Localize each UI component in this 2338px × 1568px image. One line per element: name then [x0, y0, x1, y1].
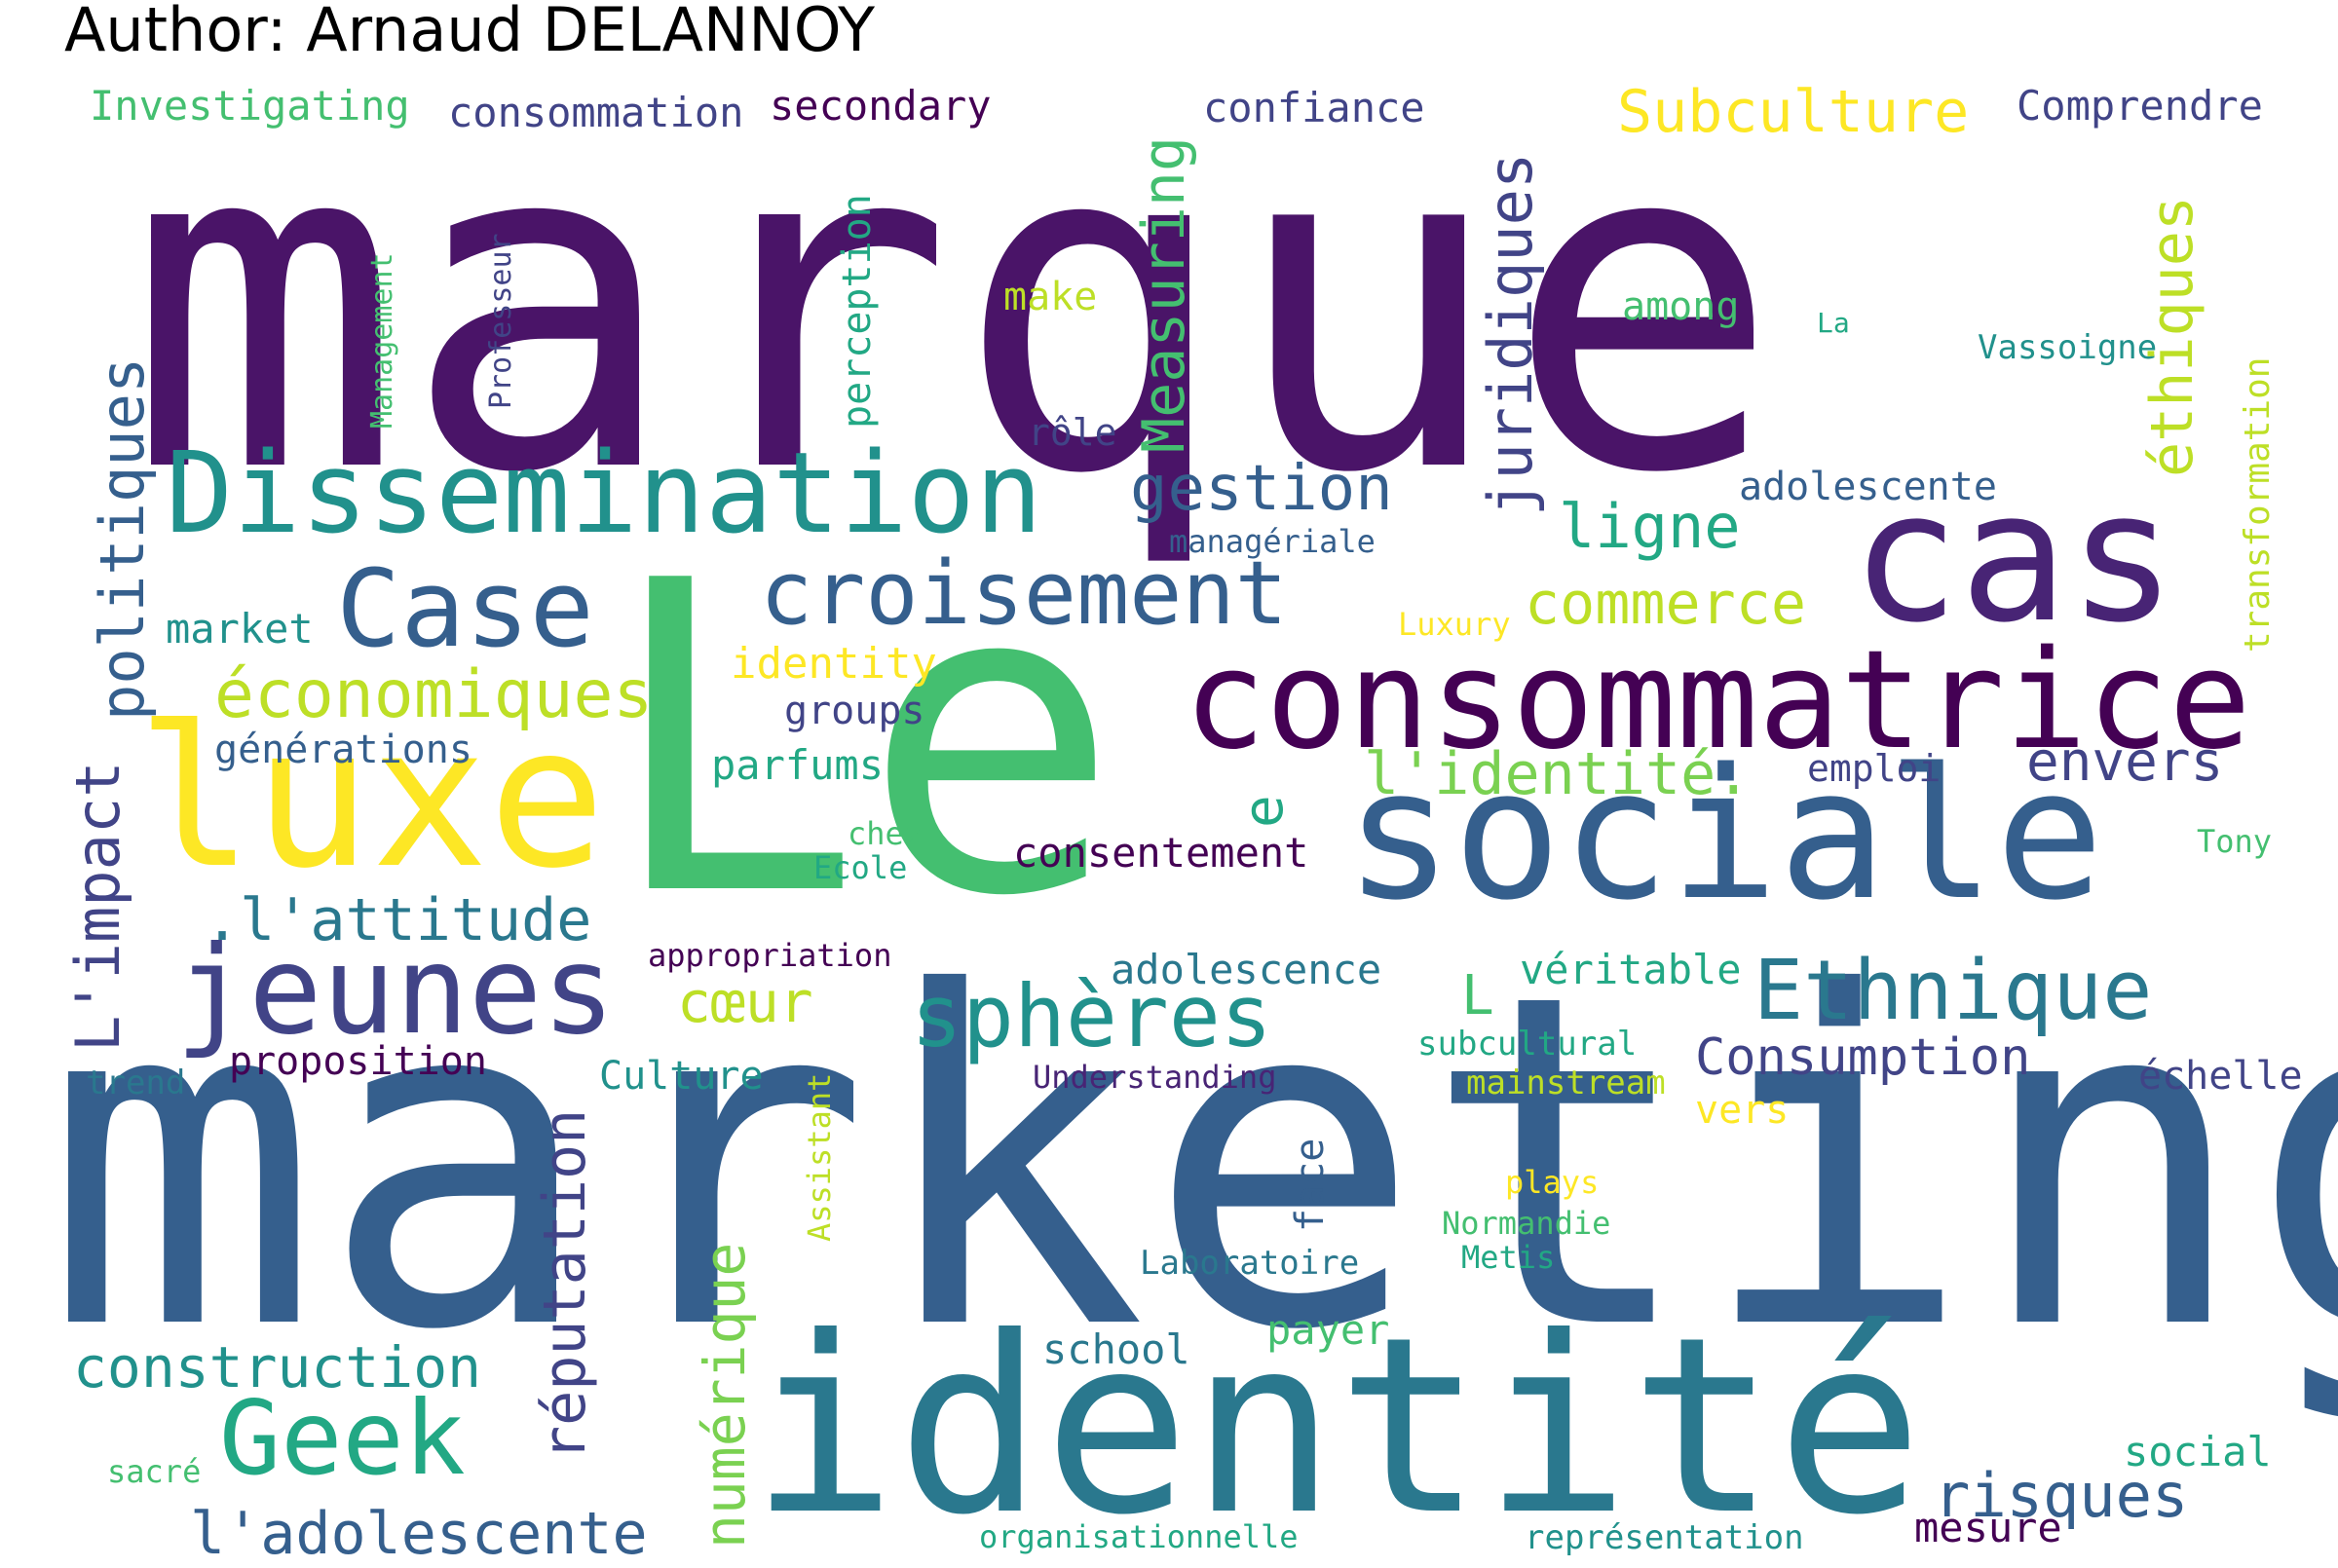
word-coeur: cœur	[677, 969, 813, 1035]
word-laboratoire: Laboratoire	[1140, 1244, 1360, 1283]
word-croisement: croisement	[760, 542, 1288, 645]
word-emploi: emploi	[1807, 747, 1942, 790]
word-school: school	[1042, 1325, 1190, 1373]
word-e: e	[1232, 795, 1296, 828]
word-consentement: consentement	[1013, 829, 1309, 877]
word-confiance: confiance	[1203, 84, 1425, 131]
word-ladolescente: l'adolescente	[190, 1500, 648, 1568]
word-trend: trend	[86, 1064, 186, 1102]
word-adolescente: adolescente	[1739, 465, 1997, 509]
word-investigating: Investigating	[90, 82, 410, 130]
word-management: Management	[365, 252, 399, 429]
word-metis: Metis	[1461, 1239, 1556, 1276]
word-ethnique: Ethnique	[1754, 943, 2153, 1039]
word-role: rôle	[1028, 411, 1117, 454]
word-transformation: transformation	[2238, 356, 2278, 653]
word-geek: Geek	[219, 1379, 466, 1498]
word-lattitude: .l'attitude	[205, 886, 592, 954]
word-echelle: échelle	[2138, 1054, 2303, 1099]
word-vassoigne: Vassoigne	[1978, 328, 2158, 367]
word-marque: marque	[127, 40, 1781, 573]
word-luxury: Luxury	[1398, 606, 1511, 643]
word-groups: groups	[784, 689, 925, 733]
author-title: Author: Arnaud DELANNOY	[64, 0, 876, 65]
word-measuring: Measuring	[1130, 135, 1198, 453]
word-organisationnelle: organisationnelle	[979, 1518, 1299, 1555]
word-secondary: secondary	[770, 82, 992, 130]
word-commerce: commerce	[1525, 570, 1806, 638]
word-professeur: Professeur	[484, 233, 518, 409]
word-gestion: gestion	[1130, 453, 1393, 525]
word-proposition: proposition	[229, 1039, 487, 1084]
word-lidentite: l'identité.	[1364, 740, 1752, 808]
word-subcultural: subcultural	[1417, 1025, 1638, 1064]
word-generations: générations	[214, 728, 472, 772]
word-la: La	[1817, 307, 1850, 339]
word-le: Le	[604, 491, 1120, 989]
word-dissemination: Dissemination	[166, 429, 1043, 559]
word-adolescence: adolescence	[1111, 946, 1382, 993]
word-appropriation: appropriation	[648, 937, 892, 974]
word-normandie: Normandie	[1442, 1205, 1611, 1242]
word-market: market	[166, 605, 314, 653]
word-identite: identité	[750, 1285, 1924, 1568]
word-mesure: mesure	[1914, 1504, 2062, 1551]
word-veritable: véritable	[1520, 946, 1742, 993]
word-payer: payer	[1266, 1306, 1390, 1354]
word-construction: construction	[73, 1334, 482, 1400]
word-risques: risques	[1934, 1460, 2189, 1531]
word-subculture: Subculture	[1617, 78, 1970, 146]
word-ecole: Ecole	[813, 849, 908, 886]
word-sociale: sociale	[1344, 729, 2104, 940]
word-manageriale: managériale	[1169, 523, 1376, 560]
word-ligne: ligne	[1559, 491, 1741, 562]
word-spheres: sphères	[911, 966, 1272, 1066]
word-identity: identity	[731, 639, 937, 689]
word-luxe: luxe	[136, 685, 606, 912]
word-consumption: Consumption	[1695, 1028, 2031, 1087]
word-face: face	[1288, 1138, 1333, 1232]
word-culture: Culture	[599, 1054, 764, 1099]
word-economiques: économiques	[214, 656, 654, 733]
word-cas: cas	[1851, 452, 2177, 662]
word-parfums: parfums	[711, 741, 885, 789]
word-mainstream: mainstream	[1466, 1064, 1666, 1102]
word-case: Case	[336, 546, 594, 671]
word-plays: plays	[1505, 1164, 1600, 1201]
word-reputation: réputation	[531, 1108, 599, 1461]
word-understanding: Understanding	[1033, 1059, 1277, 1096]
word-jeunes: jeunes	[175, 920, 616, 1062]
word-among: among	[1622, 284, 1740, 329]
word-numerique: numérique	[692, 1242, 758, 1549]
word-envers: envers	[2026, 730, 2224, 794]
word-juridiques: juridiques	[1475, 152, 1546, 516]
word-consommatrice: consommatrice	[1184, 621, 2251, 780]
word-tony: Tony	[2197, 823, 2273, 860]
word-politiques: politiques	[87, 356, 158, 721]
word-l: L	[1461, 964, 1494, 1027]
word-chez: chez	[848, 815, 924, 852]
word-representation: représentation	[1525, 1518, 1804, 1557]
word-social: social	[2124, 1428, 2272, 1475]
word-sacre: sacré	[107, 1453, 202, 1490]
word-consommation: consommation	[448, 89, 744, 136]
word-assistant: Assistant	[801, 1072, 838, 1242]
word-vers: vers	[1695, 1088, 1790, 1133]
word-limpact: L'impact	[62, 761, 133, 1052]
word-perception: perception	[835, 194, 880, 429]
word-comprendre: Comprendre	[2017, 82, 2263, 130]
word-make: make	[1003, 275, 1098, 319]
word-marketing: marketing	[44, 897, 2338, 1430]
word-ethiques: éthiques	[2138, 196, 2206, 477]
